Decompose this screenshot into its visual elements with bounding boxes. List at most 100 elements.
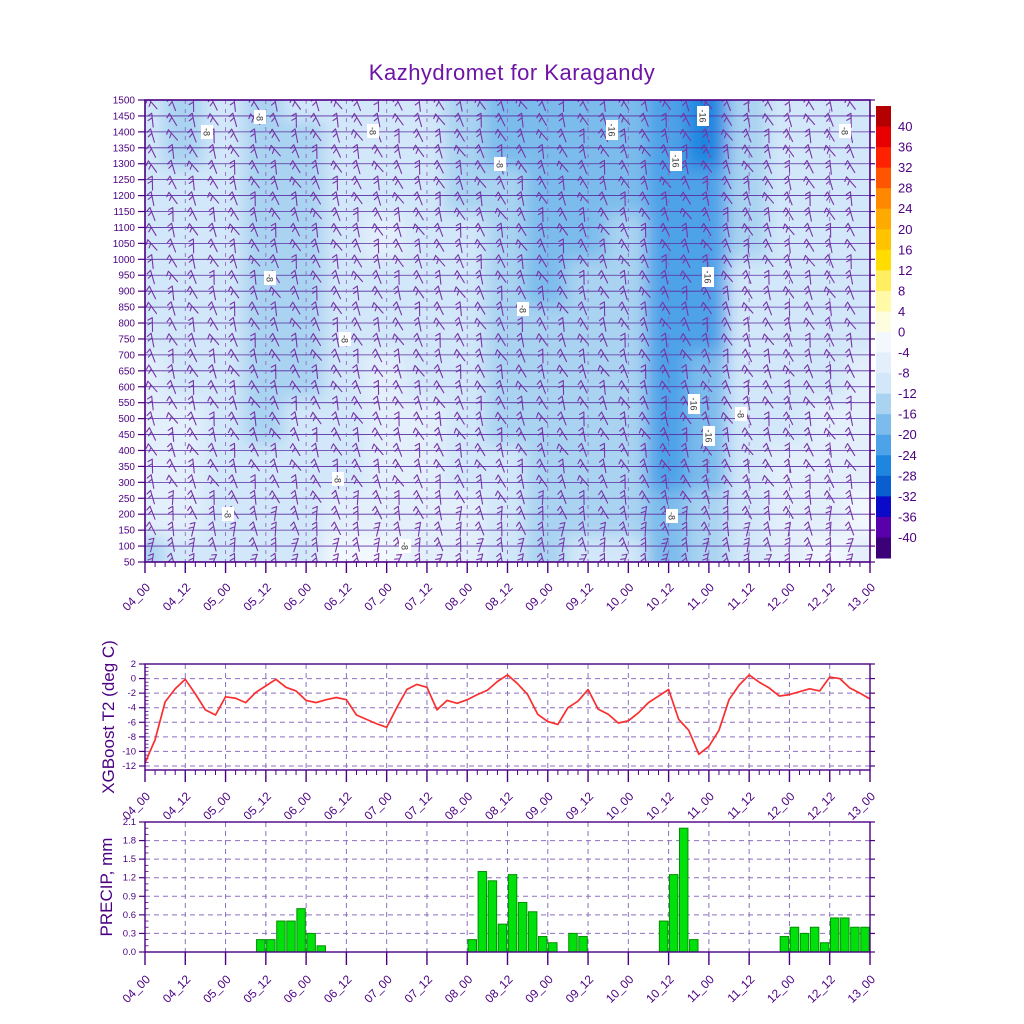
precip-bar	[871, 937, 879, 952]
tick-label: 11_00	[684, 972, 717, 1005]
wind-barb-icon	[599, 537, 606, 553]
wind-barb-icon	[722, 144, 730, 160]
wind-barb-icon	[188, 458, 195, 474]
tick-label: 06_12	[321, 580, 355, 614]
wind-barb-icon	[474, 317, 487, 330]
tick-label: -8	[340, 335, 350, 343]
wind-barb-icon	[166, 238, 177, 253]
wind-barb-icon	[290, 521, 300, 536]
wind-barb-icon	[309, 207, 322, 220]
tick-label: -28	[898, 468, 917, 483]
wind-barb-icon	[146, 521, 157, 536]
wind-barb-icon	[639, 238, 648, 254]
contour-label: -16	[702, 267, 714, 287]
wind-barb-icon	[413, 175, 422, 191]
wind-barb-icon	[167, 207, 174, 223]
wind-barb-icon	[270, 238, 278, 254]
wind-barb-icon	[496, 505, 503, 521]
wind-barb-icon	[188, 100, 195, 113]
tick-label: 150	[118, 526, 135, 537]
wind-barb-icon	[537, 505, 544, 521]
wind-barb-icon	[250, 553, 258, 562]
tick-label: -8	[265, 274, 275, 282]
wind-barb-icon	[146, 206, 156, 222]
wind-barb-icon	[332, 175, 339, 191]
wind-barb-icon	[248, 176, 260, 189]
tick-label: -8	[333, 475, 343, 483]
wind-barb-icon	[167, 505, 174, 521]
tick-label: 400	[118, 446, 135, 457]
wind-barb-icon	[373, 458, 380, 474]
tick-label: -16	[898, 407, 917, 422]
contour-label: -8	[839, 124, 851, 138]
tick-label: 12_12	[804, 580, 838, 614]
wind-barb-icon	[618, 222, 629, 237]
tick-label: 100	[118, 542, 135, 553]
wind-barb-icon	[392, 317, 404, 331]
wind-barb-icon	[373, 521, 381, 537]
wind-barb-icon	[227, 144, 240, 157]
wind-barb-icon	[661, 254, 667, 270]
wind-barb-icon	[804, 521, 813, 536]
precip-bar	[658, 920, 669, 952]
tick-label: -36	[898, 509, 917, 524]
wind-barb-icon	[434, 206, 443, 222]
tick-label: 10_00	[603, 789, 637, 823]
tick-label: 04_12	[160, 789, 194, 823]
wind-barb-icon	[640, 506, 648, 521]
wind-barb-icon	[845, 206, 854, 222]
wind-barb-icon	[311, 222, 319, 238]
wind-barb-icon	[578, 222, 587, 238]
wind-barb-icon	[784, 521, 791, 537]
wind-barb-icon	[394, 489, 400, 506]
wind-barb-icon	[229, 100, 236, 112]
wind-barb-icon	[660, 489, 669, 505]
colorbar-segment	[876, 126, 891, 148]
wind-barb-icon	[640, 552, 647, 562]
wind-barb-icon	[517, 317, 523, 333]
wind-barb-icon	[371, 443, 384, 456]
wind-barb-icon	[249, 537, 259, 552]
wind-barb-icon	[721, 159, 731, 175]
wind-barb-icon	[311, 521, 318, 537]
wind-barb-icon	[680, 333, 691, 347]
wind-barb-icon	[414, 552, 421, 562]
wind-barb-icon	[270, 159, 278, 175]
wind-barb-icon	[433, 100, 445, 111]
wind-barb-icon	[476, 254, 482, 270]
wind-barb-icon	[536, 474, 548, 488]
wind-barb-icon	[844, 521, 855, 536]
tick-label: 06_12	[321, 972, 355, 1006]
wind-barb-icon	[639, 316, 649, 332]
tick-label: -8	[667, 512, 677, 520]
contour-label: -8	[367, 124, 379, 138]
tick-label: 1.8	[123, 836, 136, 847]
precip-bar	[497, 923, 508, 952]
wind-barb-icon	[516, 474, 525, 489]
tick-label: 09_12	[563, 580, 597, 614]
tick-label: -8	[518, 305, 528, 313]
wind-barb-icon	[743, 316, 750, 332]
contour-label: -8	[735, 407, 747, 421]
wind-barb-icon	[146, 427, 157, 441]
tick-label: -8	[495, 160, 505, 168]
wind-barb-icon	[475, 505, 484, 521]
wind-barb-icon	[620, 474, 626, 490]
wind-barb-icon	[269, 332, 280, 347]
wind-barb-icon	[743, 100, 750, 113]
wind-barb-icon	[598, 332, 608, 347]
wind-barb-icon	[413, 316, 422, 332]
colorbar-segment	[876, 147, 891, 169]
tick-label: 750	[118, 334, 135, 345]
wind-barb-icon	[332, 537, 340, 553]
precip-bar	[316, 945, 326, 952]
wind-barb-icon	[680, 112, 691, 127]
wind-barb-icon	[495, 317, 505, 332]
wind-barb-icon	[229, 521, 237, 537]
wind-barb-icon	[352, 144, 360, 160]
wind-barb-icon	[147, 317, 154, 333]
wind-barb-icon	[394, 128, 400, 144]
wind-barb-icon	[270, 222, 277, 238]
wind-barb-icon	[577, 192, 590, 204]
wind-barb-icon	[599, 100, 606, 112]
